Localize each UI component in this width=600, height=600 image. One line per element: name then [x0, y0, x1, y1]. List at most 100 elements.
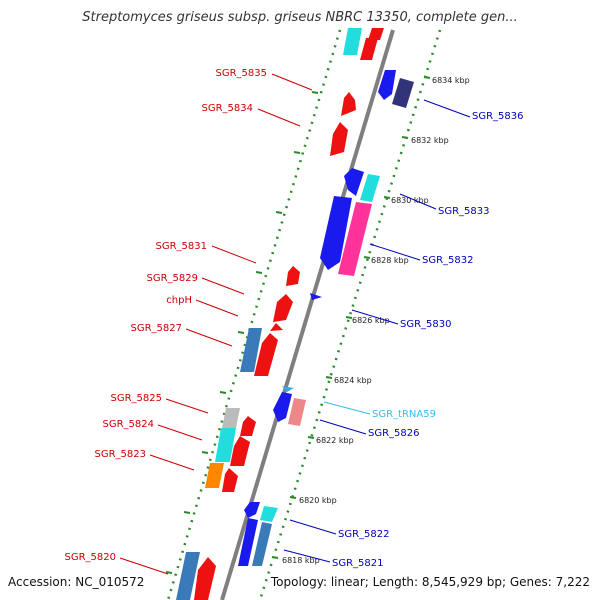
leader-line [157, 424, 203, 441]
gene-sgr-5821-steel[interactable] [252, 522, 272, 566]
topology-text: Topology: linear; Length: 8,545,929 bp; … [270, 575, 590, 589]
genome-title: Streptomyces griseus subsp. griseus NBRC… [82, 10, 518, 25]
gene-sgr-5826-salmon[interactable] [288, 398, 306, 426]
gene-sgr-5822-blue[interactable] [244, 502, 260, 518]
gene-chph[interactable] [270, 323, 283, 331]
tick-mark [307, 436, 315, 439]
tick-mark [275, 211, 283, 214]
gene-label-sgr-5831[interactable]: SGR_5831 [156, 241, 208, 252]
leader-line [211, 245, 257, 264]
gene-label-sgr-5823[interactable]: SGR_5823 [95, 449, 147, 460]
leader-line [201, 277, 245, 295]
tick-label: 6822 kbp [316, 436, 354, 445]
gene-sgr-5835[interactable] [341, 92, 356, 116]
gene-sgr-5830[interactable] [310, 293, 322, 300]
leader-line [257, 108, 301, 127]
gene-sgr-5833-cyan[interactable] [360, 174, 380, 202]
gene-sgr-5823-orange[interactable] [205, 463, 224, 488]
leader-line [319, 419, 367, 435]
gene-label-sgr-5833[interactable]: SGR_5833 [438, 206, 490, 217]
tick-mark [383, 196, 391, 199]
gene-sgr-top-red-2[interactable] [360, 38, 378, 60]
gene-label-sgr-5834[interactable]: SGR_5834 [202, 103, 254, 114]
tick-label: 6830 kbp [391, 196, 429, 205]
left-tick-marks [165, 91, 319, 574]
gene-sgr-5824-cyan[interactable] [215, 428, 236, 462]
gene-label-sgr-5820[interactable]: SGR_5820 [65, 552, 117, 563]
tick-label: 6832 kbp [411, 136, 449, 145]
tick-mark [325, 376, 333, 379]
gene-label-sgr-5826[interactable]: SGR_5826 [368, 428, 420, 439]
gene-sgr-5820[interactable] [194, 557, 216, 600]
gene-label-sgr-5825[interactable]: SGR_5825 [111, 393, 163, 404]
gene-sgr-trna59[interactable] [282, 386, 294, 392]
left-leader-lines [119, 73, 313, 575]
tick-mark [423, 76, 431, 79]
gene-label-sgr-trna59[interactable]: SGR_tRNA59 [372, 409, 436, 420]
tick-mark [237, 331, 245, 334]
tick-mark [255, 271, 263, 274]
gene-label-sgr-5830[interactable]: SGR_5830 [400, 319, 452, 330]
gene-sgr-5832-pink[interactable] [338, 202, 372, 276]
leader-line [369, 243, 421, 261]
leader-line [165, 398, 209, 414]
gene-sgr-5829[interactable] [273, 294, 293, 322]
tick-mark [271, 556, 279, 559]
gene-sgr-5825-grey[interactable] [222, 408, 240, 428]
leader-line [423, 99, 471, 118]
gene-sgr-top-cyan[interactable] [343, 28, 362, 55]
reverse-genes [238, 70, 414, 566]
leader-line-trna [323, 401, 371, 415]
gene-sgr-5820-steel[interactable] [176, 552, 200, 600]
gene-sgr-top-red[interactable] [368, 28, 384, 40]
gene-sgr-5827-steel[interactable] [240, 328, 262, 372]
gene-label-sgr-5827[interactable]: SGR_5827 [131, 323, 183, 334]
leader-line [185, 328, 233, 347]
gene-label-sgr-5832[interactable]: SGR_5832 [422, 255, 474, 266]
gene-label-sgr-5824[interactable]: SGR_5824 [103, 419, 155, 430]
leader-line [399, 193, 437, 210]
gene-sgr-5836-navy[interactable] [392, 78, 414, 108]
leader-line [289, 519, 337, 535]
tick-mark [363, 256, 371, 259]
tick-mark [289, 496, 297, 499]
gene-sgr-5826-blue[interactable] [273, 392, 292, 422]
gene-sgr-5836-blue[interactable] [378, 70, 396, 100]
forward-genes [176, 28, 384, 600]
tick-mark [401, 136, 409, 139]
tick-label: 6826 kbp [352, 316, 390, 325]
accession-text: Accession: NC_010572 [8, 575, 145, 589]
gene-sgr-5825-red[interactable] [240, 416, 256, 436]
gene-label-sgr-5829[interactable]: SGR_5829 [147, 273, 199, 284]
tick-label: 6834 kbp [432, 76, 470, 85]
gene-sgr-5821-blue[interactable] [238, 518, 258, 566]
gene-sgr-5831[interactable] [286, 266, 300, 286]
tick-mark [183, 511, 191, 514]
gene-sgr-5822-cyan[interactable] [260, 506, 278, 522]
tick-marks [271, 76, 431, 559]
leader-line [271, 73, 313, 91]
tick-mark [311, 91, 319, 94]
tick-mark [201, 451, 209, 454]
tick-label: 6824 kbp [334, 376, 372, 385]
gene-sgr-5824[interactable] [230, 436, 250, 466]
right-leader-lines [283, 99, 471, 563]
leader-line [119, 557, 169, 575]
left-dotted-ruler [166, 29, 342, 600]
gene-sgr-5823[interactable] [222, 468, 238, 492]
gene-label-sgr-5836[interactable]: SGR_5836 [472, 111, 524, 122]
gene-label-chph[interactable]: chpH [166, 295, 192, 306]
tick-mark [165, 571, 173, 574]
tick-label: 6818 kbp [282, 556, 320, 565]
gene-sgr-5832-blue[interactable] [320, 196, 352, 270]
gene-label-sgr-5822[interactable]: SGR_5822 [338, 529, 390, 540]
gene-label-sgr-5835[interactable]: SGR_5835 [216, 68, 268, 79]
tick-label: 6828 kbp [371, 256, 409, 265]
gene-sgr-5827[interactable] [254, 333, 278, 376]
leader-line [283, 549, 331, 563]
leader-line [149, 454, 195, 471]
gene-sgr-5833-blue[interactable] [344, 168, 364, 196]
gene-sgr-5834[interactable] [330, 122, 348, 156]
gene-label-sgr-5821[interactable]: SGR_5821 [332, 558, 384, 569]
